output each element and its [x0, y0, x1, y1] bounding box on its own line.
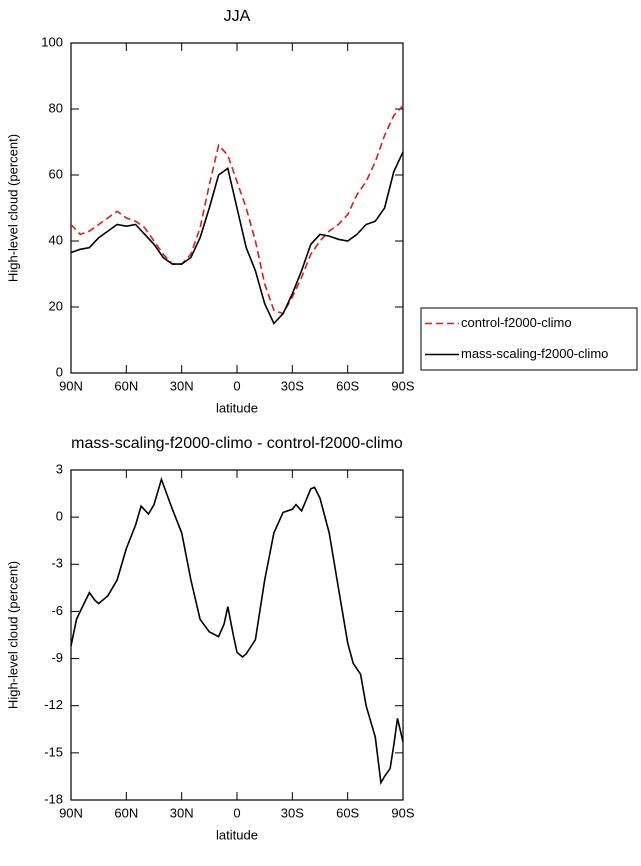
- legend-label: mass-scaling-f2000-climo: [461, 346, 608, 361]
- x-tick-label: 60S: [336, 805, 359, 820]
- y-tick-label: -9: [51, 650, 63, 665]
- y-tick-label: 80: [49, 100, 63, 115]
- x-tick-label: 90N: [59, 378, 83, 393]
- x-axis-label: latitude: [216, 400, 258, 415]
- x-tick-label: 90S: [391, 378, 414, 393]
- legend-label: control-f2000-climo: [461, 315, 572, 330]
- y-tick-label: -12: [44, 697, 63, 712]
- y-tick-label: 0: [56, 364, 63, 379]
- y-tick-label: 20: [49, 298, 63, 313]
- x-axis-label: latitude: [216, 827, 258, 842]
- chart-title: JJA: [224, 8, 251, 25]
- y-axis-label: High-level cloud (percent): [5, 561, 20, 709]
- legend-box: [420, 307, 638, 371]
- line: [70, 151, 404, 325]
- y-tick-label: 100: [41, 34, 63, 49]
- x-tick-label: 30N: [170, 805, 194, 820]
- y-tick-label: -18: [44, 791, 63, 806]
- y-tick-label: 0: [56, 509, 63, 524]
- y-tick-label: -15: [44, 744, 63, 759]
- plot-frame: [70, 469, 404, 801]
- x-tick-label: 60S: [336, 378, 359, 393]
- x-tick-label: 30S: [281, 378, 304, 393]
- y-tick-label: 40: [49, 232, 63, 247]
- x-tick-label: 60N: [114, 378, 138, 393]
- y-axis-label: High-level cloud (percent): [5, 134, 20, 282]
- y-tick-label: -3: [51, 556, 63, 571]
- x-tick-label: 30N: [170, 378, 194, 393]
- y-tick-label: 60: [49, 166, 63, 181]
- y-tick-label: -6: [51, 603, 63, 618]
- x-tick-label: 60N: [114, 805, 138, 820]
- line: [70, 476, 404, 786]
- x-tick-label: 0: [233, 378, 240, 393]
- y-tick-label: 3: [56, 461, 63, 476]
- x-tick-label: 90S: [391, 805, 414, 820]
- plot-frame: [70, 42, 404, 374]
- chart-title: mass-scaling-f2000-climo - control-f2000…: [71, 435, 403, 452]
- line: [70, 105, 404, 315]
- x-tick-label: 0: [233, 805, 240, 820]
- x-tick-label: 90N: [59, 805, 83, 820]
- x-tick-label: 30S: [281, 805, 304, 820]
